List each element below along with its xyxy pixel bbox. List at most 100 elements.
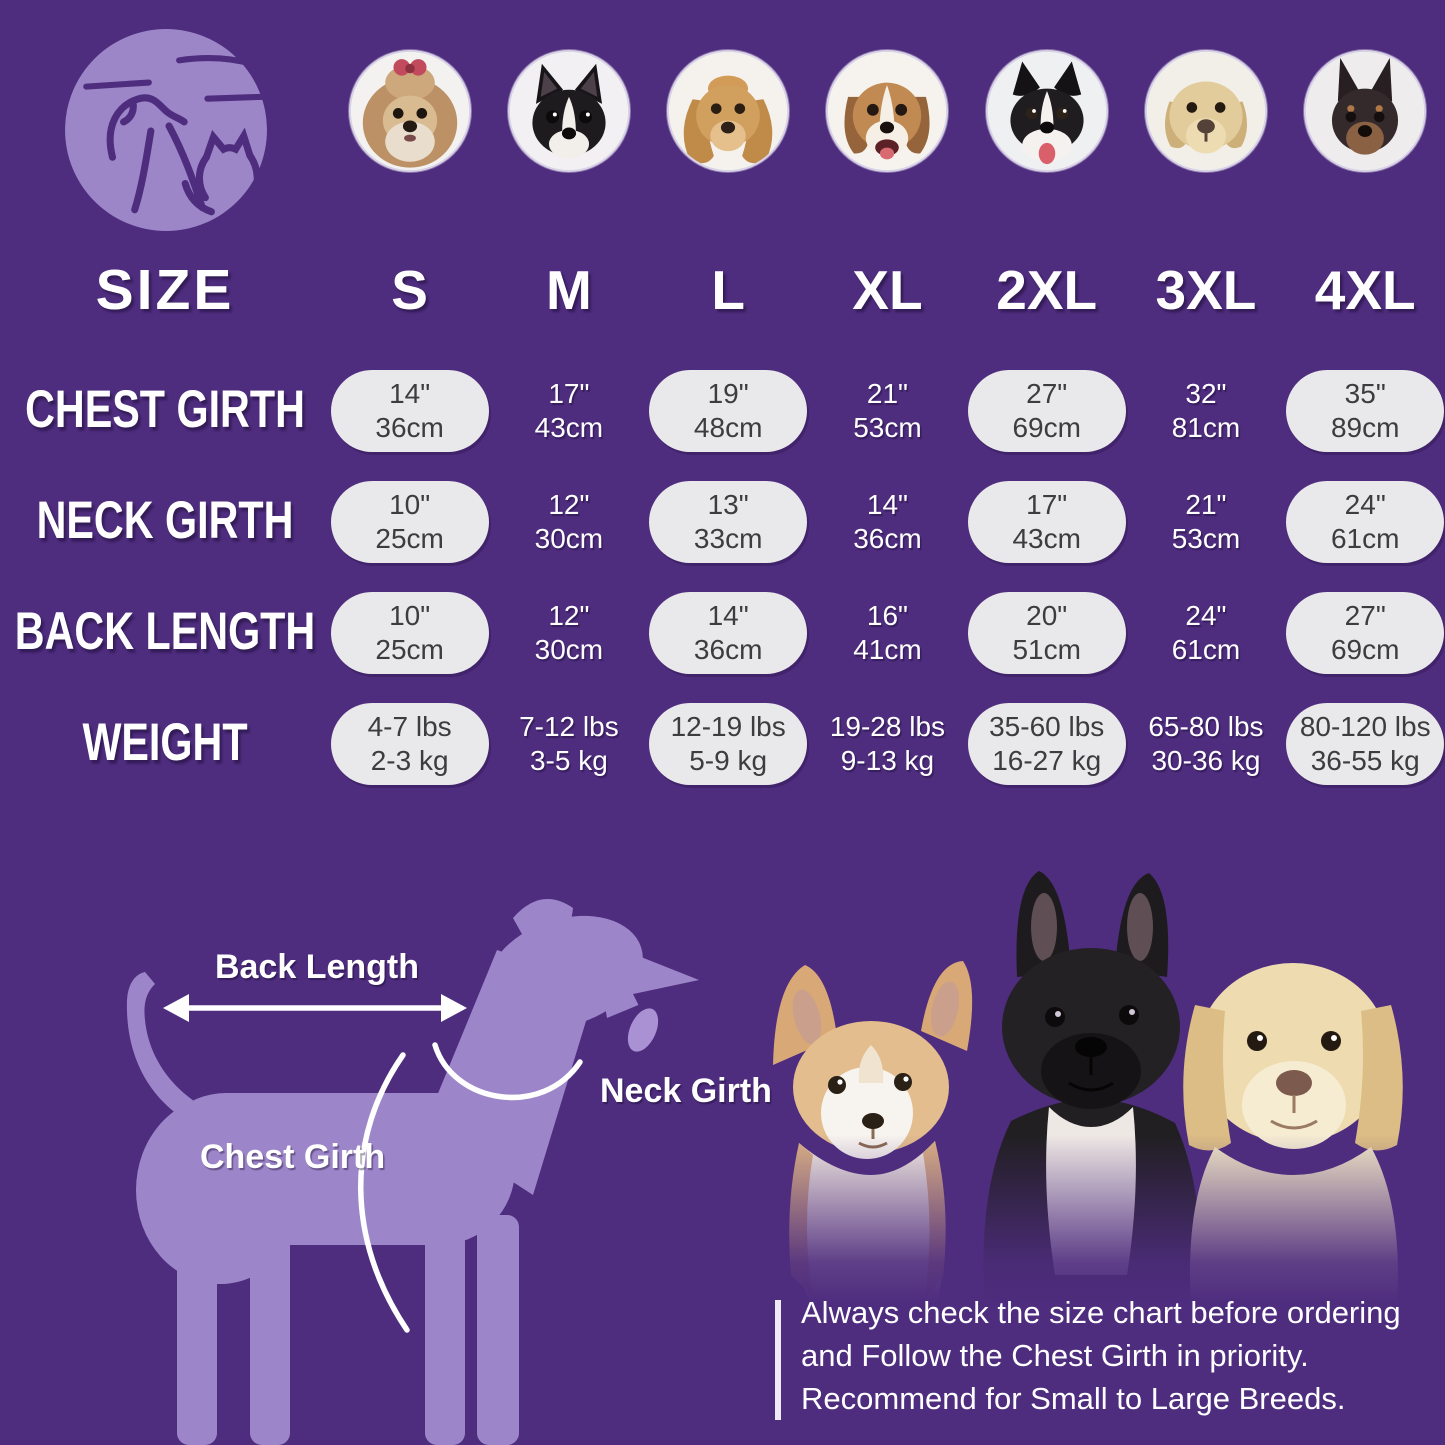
value-bottom: 69cm [1330,633,1400,665]
labrador-avatar-icon [1144,50,1267,172]
size-cell: 35-60 lbs 16-27 kg [967,702,1126,785]
note-line: Always check the size chart before order… [801,1295,1401,1330]
value-bottom: 33cm [693,522,763,554]
doberman-avatar-icon [1304,50,1427,172]
value-top: 27" [1026,377,1068,409]
avatar-slot [649,50,808,174]
size-cell: 27" 69cm [967,369,1126,452]
value-bottom: 81cm [1171,411,1241,443]
size-cell: 12" 30cm [490,592,648,674]
size-cell: 4-7 lbs 2-3 kg [330,702,489,785]
beagle-avatar-icon [826,50,949,172]
measurement-diagram [35,880,725,1445]
size-cell: 10" 25cm [330,591,489,674]
value-bottom: 48cm [693,411,763,443]
dogs-photo [725,845,1445,1305]
value-bottom: 89cm [1330,411,1400,443]
size-cell: 14" 36cm [808,481,966,563]
row-label-back-length: BACK LENGTH [14,602,316,662]
value-bottom: 43cm [1012,522,1081,554]
value-top: 14" [707,599,749,631]
size-cell: 20" 51cm [967,591,1126,674]
value-top: 4-7 lbs [367,710,452,742]
value-bottom: 3-5 kg [529,744,608,776]
boston-terrier-avatar-icon [507,50,630,172]
value-top: 65-80 lbs [1148,710,1264,742]
value-bottom: 43cm [534,411,604,443]
note-line: and Follow the Chest Girth in priority. [801,1337,1309,1373]
value-top: 12-19 lbs [670,710,786,742]
size-cell: 19" 48cm [649,369,808,452]
value-top: 35" [1344,377,1386,409]
value-top: 10" [389,599,431,631]
size-cell: 65-80 lbs 30-36 kg [1127,703,1285,785]
note-line: Recommend for Small to Large Breeds. [801,1380,1346,1416]
value-top: 12" [548,488,590,520]
size-cell: 14" 36cm [649,591,808,674]
value-bottom: 2-3 kg [370,744,449,776]
size-cell: 12-19 lbs 5-9 kg [649,702,808,785]
size-cell: 24" 61cm [1127,592,1285,674]
chest-girth-label: Chest Girth [200,1138,386,1176]
value-bottom: 5-9 kg [689,744,768,776]
size-header-s: S [391,259,428,321]
value-bottom: 36cm [375,411,444,443]
value-top: 14" [866,488,908,520]
size-cell: 21" 53cm [808,370,966,452]
cocker-spaniel-avatar-icon [667,50,790,172]
size-header-2xl: 2XL [996,259,1098,321]
brand-logo [60,24,272,236]
value-top: 10" [389,488,431,520]
avatar-slot [808,50,967,174]
sizing-note: Always check the size chart before order… [801,1292,1445,1420]
size-cell: 19-28 lbs 9-13 kg [808,703,966,785]
value-bottom: 36cm [693,633,763,665]
value-top: 24" [1344,488,1386,520]
size-column-title: SIZE [95,258,235,322]
value-top: 35-60 lbs [989,710,1105,742]
value-top: 17" [1026,488,1068,520]
three-dogs-illustration [725,871,1445,1305]
size-header-l: L [711,259,745,321]
value-bottom: 61cm [1171,633,1241,665]
size-cell: 17" 43cm [967,480,1126,563]
value-top: 12" [548,599,590,631]
size-cell: 24" 61cm [1286,480,1445,563]
size-cell: 14" 36cm [330,369,489,452]
value-bottom: 36-55 kg [1310,744,1420,776]
size-table-header: SIZE S M L XL 2XL 3XL 4XL [0,252,1445,328]
note-divider-bar [775,1300,781,1420]
dog-silhouette-icon [126,899,699,1445]
value-top: 27" [1344,599,1386,631]
row-label-weight: WEIGHT [82,713,248,773]
value-top: 7-12 lbs [519,710,619,742]
value-top: 21" [866,377,908,409]
size-header-3xl: 3XL [1155,259,1257,321]
value-top: 80-120 lbs [1299,710,1431,742]
border-collie-avatar-icon [985,50,1108,172]
value-top: 32" [1185,377,1227,409]
breed-avatars-row [330,50,1445,174]
size-cell: 13" 33cm [649,480,808,563]
value-bottom: 53cm [1171,522,1241,554]
row-label-chest-girth: CHEST GIRTH [25,380,305,440]
back-length-label: Back Length [214,948,420,986]
size-cell: 27" 69cm [1286,591,1445,674]
size-cell: 7-12 lbs 3-5 kg [490,703,648,785]
value-bottom: 51cm [1012,633,1081,665]
size-cell: 16" 41cm [808,592,966,674]
value-bottom: 9-13 kg [840,744,935,776]
value-top: 13" [707,488,749,520]
avatar-slot [1286,50,1445,174]
value-bottom: 36cm [853,522,922,554]
value-bottom: 30cm [534,633,604,665]
row-label-neck-girth: NECK GIRTH [36,491,294,551]
size-header-xl: XL [852,259,923,321]
shih-tzu-avatar-icon [348,50,471,172]
size-header-4xl: 4XL [1314,259,1416,321]
value-top: 17" [548,377,590,409]
value-top: 21" [1185,488,1227,520]
value-bottom: 61cm [1330,522,1400,554]
value-top: 14" [389,377,431,409]
